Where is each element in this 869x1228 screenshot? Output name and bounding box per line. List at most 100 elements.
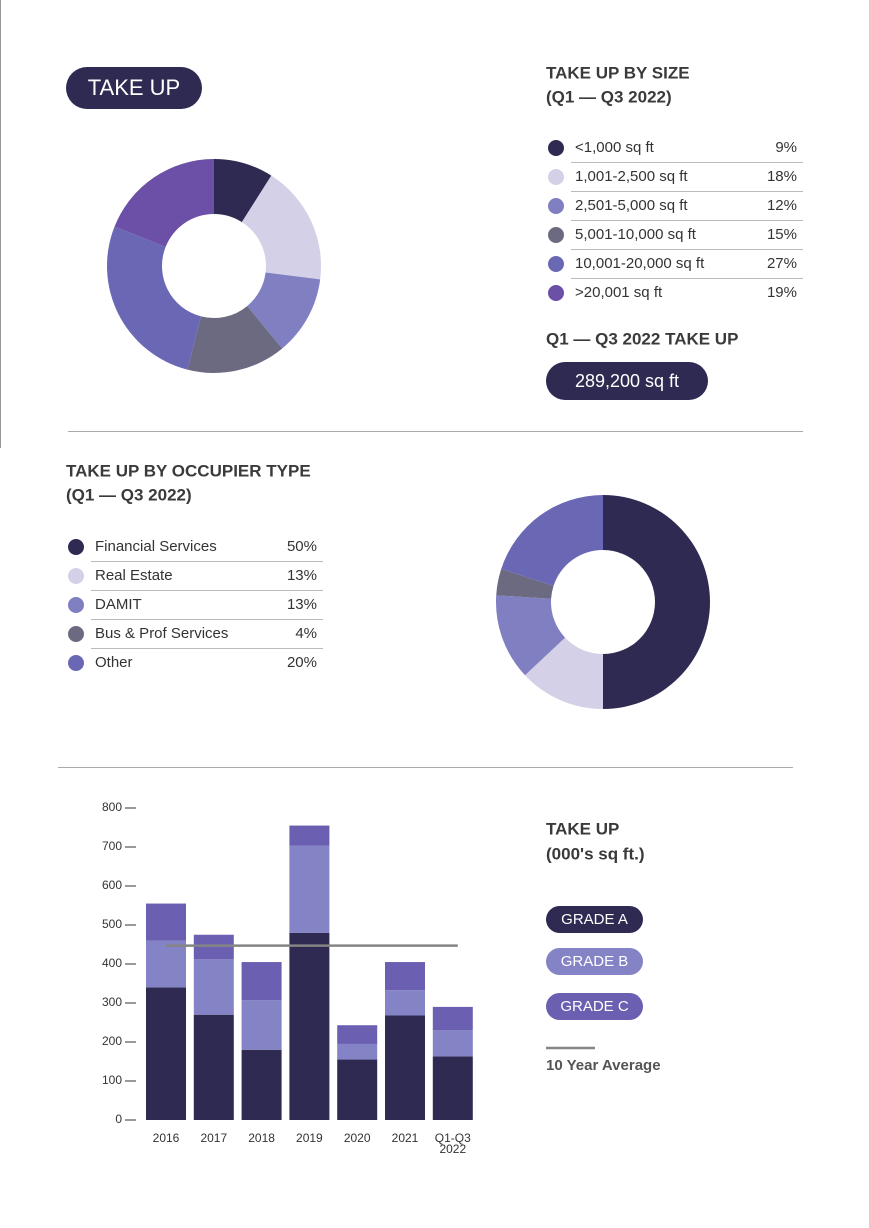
legend-marker: [548, 285, 564, 301]
donut-slice: [247, 272, 321, 349]
legend-value: 13%: [287, 596, 317, 613]
legend-marker: [548, 140, 564, 156]
donut-slice: [187, 306, 283, 373]
legend-marker: [548, 227, 564, 243]
donut-slice: [603, 495, 710, 709]
legend-label: Real Estate: [95, 567, 173, 584]
bar-segment: [432, 1030, 473, 1057]
legend-value: 4%: [295, 625, 317, 642]
bar-segment: [337, 1043, 378, 1060]
bar-segment: [337, 1025, 378, 1044]
badge-text: TAKE UP: [88, 75, 181, 100]
bar-segment: [193, 959, 234, 1015]
legend-label: 10 Year Average: [546, 1057, 661, 1074]
legend-label: <1,000 sq ft: [575, 139, 655, 156]
donut-slice: [501, 495, 603, 586]
bar-segment: [432, 1056, 473, 1120]
chart-subtitle: (Q1 — Q3 2022): [546, 87, 672, 106]
bar-segment: [385, 990, 425, 1016]
total-value: 289,200 sq ft: [575, 371, 679, 391]
legend-value: 15%: [767, 226, 797, 243]
legend-marker: [68, 626, 84, 642]
y-tick-label: 500: [102, 917, 122, 931]
donut-slice: [214, 159, 272, 223]
badge: [66, 67, 202, 109]
bar-segment: [385, 1015, 425, 1120]
y-tick-label: 800: [102, 800, 122, 814]
y-tick-label: 600: [102, 878, 122, 892]
legend-value: 12%: [767, 197, 797, 214]
donut-slice: [525, 637, 603, 709]
x-tick-label: 2018: [248, 1131, 275, 1145]
y-tick-label: 100: [102, 1073, 122, 1087]
y-tick-label: 700: [102, 839, 122, 853]
legend-marker: [548, 198, 564, 214]
donut-slice: [106, 226, 202, 370]
legend-value: 13%: [287, 567, 317, 584]
bar-segment: [432, 1006, 473, 1031]
legend-marker: [548, 169, 564, 185]
legend-value: 50%: [287, 538, 317, 555]
bar-segment: [146, 940, 186, 988]
bar-segment: [385, 962, 425, 991]
legend-marker: [68, 597, 84, 613]
legend-value: 19%: [767, 284, 797, 301]
chart-title: TAKE UP BY OCCUPIER TYPE: [66, 461, 311, 480]
chart-subtitle: (Q1 — Q3 2022): [66, 485, 192, 504]
donut-slice: [114, 159, 214, 247]
total-title: Q1 — Q3 2022 TAKE UP: [546, 329, 738, 348]
legend-label: 2,501-5,000 sq ft: [575, 197, 688, 214]
bar-segment: [241, 1000, 282, 1050]
x-tick-label: Q1-Q3 2022: [434, 1131, 471, 1156]
legend-marker: [68, 568, 84, 584]
donut-slice: [241, 175, 321, 280]
legend-pill: [546, 906, 643, 933]
legend-label: Financial Services: [95, 538, 217, 555]
legend-label: Other: [95, 654, 133, 671]
chart-subtitle: (000's sq ft.): [546, 844, 645, 863]
legend-label: >20,001 sq ft: [575, 284, 663, 301]
legend-value: 27%: [767, 255, 797, 272]
legend-label: GRADE A: [561, 911, 628, 928]
legend-pill: [546, 948, 643, 975]
bar-segment: [289, 845, 330, 933]
legend-label: 10,001-20,000 sq ft: [575, 255, 705, 272]
legend-label: Bus & Prof Services: [95, 625, 228, 642]
bar-segment: [241, 1049, 282, 1120]
bar-segment: [241, 962, 282, 1001]
total-pill: [546, 362, 708, 400]
y-tick-label: 400: [102, 956, 122, 970]
donut-slice: [496, 595, 566, 676]
y-tick-label: 300: [102, 995, 122, 1009]
bar-segment: [289, 825, 330, 846]
x-tick-label: 2017: [200, 1131, 228, 1145]
bar-segment: [193, 1014, 234, 1120]
donut-slice: [496, 568, 554, 599]
chart-title: TAKE UP BY SIZE: [546, 63, 690, 82]
legend-value: 18%: [767, 168, 797, 185]
legend-label: GRADE C: [560, 998, 629, 1015]
x-tick-label: 2021: [391, 1131, 419, 1145]
legend-pill: [546, 993, 643, 1020]
x-tick-label: 2019: [296, 1131, 323, 1145]
x-tick-label: 2016: [152, 1131, 180, 1145]
legend-label: 1,001-2,500 sq ft: [575, 168, 688, 185]
chart-title: TAKE UP: [546, 819, 619, 838]
legend-marker: [548, 256, 564, 272]
legend-value: 20%: [287, 654, 317, 671]
legend-value: 9%: [775, 139, 797, 156]
bar-segment: [146, 987, 186, 1120]
x-tick-label: 2020: [343, 1131, 371, 1145]
bar-segment: [146, 903, 186, 941]
legend-marker: [68, 655, 84, 671]
legend-label: DAMIT: [95, 596, 142, 613]
bar-segment: [337, 1059, 378, 1120]
legend-label: 5,001-10,000 sq ft: [575, 226, 697, 243]
legend-label: GRADE B: [561, 953, 629, 970]
y-tick-label: 0: [115, 1112, 122, 1126]
legend-marker: [68, 539, 84, 555]
y-tick-label: 200: [102, 1034, 122, 1048]
bar-segment: [193, 934, 234, 960]
